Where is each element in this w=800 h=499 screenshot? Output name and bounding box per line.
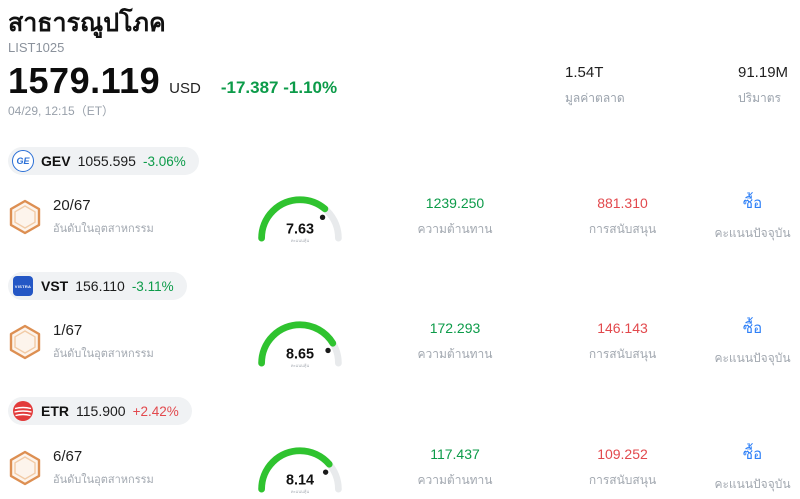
current-score-label: คะแนนปัจจุบัน — [714, 226, 791, 240]
stock-card: VISTRA VST 156.110 -3.11% 1/67 อันดับในอ… — [8, 272, 800, 371]
support-label: การสนับสนุน — [588, 473, 657, 487]
ticker-pill-etr[interactable]: ETR 115.900 +2.42% — [8, 397, 192, 425]
ticker-symbol: ETR — [41, 403, 69, 419]
score-label: คะแนนหุ้น — [291, 238, 310, 244]
vistra-logo-icon: VISTRA — [12, 275, 34, 297]
resistance-label: ความต้านทาน — [417, 347, 493, 361]
volume-label: ปริมาตร — [738, 91, 781, 105]
stock-card-content: 6/67 อันดับในอุตสาหกรรม 8.14 คะแนนหุ้น 1… — [8, 439, 800, 497]
buy-signal[interactable]: ซื้อ — [742, 320, 763, 337]
page-title: สาธารณูปโภค — [8, 9, 166, 37]
stock-card: GE GEV 1055.595 -3.06% 20/67 อันดับในอุต… — [8, 147, 800, 246]
header: สาธารณูปโภค LIST1025 1579.119 USD -17.38… — [0, 0, 800, 119]
index-price: 1579.119 — [8, 60, 161, 101]
market-cap-value: 1.54T — [565, 64, 604, 81]
resistance-label: ความต้านทาน — [417, 473, 493, 487]
score-value: 8.65 — [286, 346, 314, 362]
industry-rank-label: อันดับในอุตสาหกรรม — [53, 474, 154, 486]
score-gauge: 7.63 คะแนนหุ้น — [230, 188, 370, 246]
current-score-label: คะแนนปัจจุบัน — [714, 351, 791, 365]
score-gauge: 8.14 คะแนนหุ้น — [230, 439, 370, 497]
support-label: การสนับสนุน — [588, 222, 657, 236]
stat-volume: 91.19M ปริมาตร — [738, 64, 788, 108]
current-score-label: คะแนนปัจจุบัน — [714, 477, 791, 491]
market-cap-label: มูลค่าตลาด — [565, 91, 625, 105]
rank-badge-icon — [8, 324, 42, 360]
volume-value: 91.19M — [738, 64, 789, 81]
score-label: คะแนนหุ้น — [291, 489, 310, 495]
score-value: 7.63 — [286, 221, 314, 237]
industry-rank-value: 1/67 — [53, 322, 83, 339]
ticker-pill-gev[interactable]: GE GEV 1055.595 -3.06% — [8, 147, 199, 175]
rank-badge-icon — [8, 450, 42, 486]
resistance-label: ความต้านทาน — [417, 222, 493, 236]
stock-change: +2.42% — [132, 403, 179, 419]
index-change: -17.387 -1.10% — [220, 78, 338, 97]
stock-card: ETR 115.900 +2.42% 6/67 อันดับในอุตสาหกร… — [8, 397, 800, 497]
ticker-symbol: VST — [41, 278, 69, 294]
resistance-value: 117.437 — [430, 446, 480, 462]
support-value: 146.143 — [597, 320, 648, 336]
score-gauge: 8.65 คะแนนหุ้น — [230, 313, 370, 371]
quote-datetime: 04/29, 12:15（ET） — [8, 104, 115, 118]
stock-price: 156.110 — [75, 278, 125, 294]
industry-rank-label: อันดับในอุตสาหกรรม — [53, 348, 154, 360]
industry-rank-value: 6/67 — [53, 448, 83, 465]
stock-card-content: 20/67 อันดับในอุตสาหกรรม 7.63 คะแนนหุ้น … — [8, 188, 800, 246]
buy-signal[interactable]: ซื้อ — [742, 195, 763, 212]
support-label: การสนับสนุน — [588, 347, 657, 361]
ticker-symbol: GEV — [41, 153, 71, 169]
stock-card-content: 1/67 อันดับในอุตสาหกรรม 8.65 คะแนนหุ้น 1… — [8, 313, 800, 371]
index-price-row: 1579.119 USD -17.387 -1.10% — [8, 60, 800, 102]
buy-signal[interactable]: ซื้อ — [742, 446, 763, 463]
ge-logo-icon: GE — [12, 150, 34, 172]
entergy-logo-icon — [12, 400, 34, 422]
currency-label: USD — [169, 80, 201, 97]
resistance-value: 1239.250 — [425, 195, 485, 211]
support-value: 109.252 — [597, 446, 648, 462]
resistance-value: 172.293 — [429, 320, 481, 336]
industry-rank-label: อันดับในอุตสาหกรรม — [53, 223, 154, 235]
stock-price: 1055.595 — [77, 153, 136, 169]
ticker-pill-vst[interactable]: VISTRA VST 156.110 -3.11% — [8, 272, 187, 300]
industry-rank-value: 20/67 — [53, 197, 91, 214]
score-value: 8.14 — [286, 472, 314, 488]
stat-market-cap: 1.54T มูลค่าตลาด — [565, 64, 625, 108]
stock-change: -3.06% — [142, 153, 186, 169]
list-id: LIST1025 — [8, 40, 65, 55]
rank-badge-icon — [8, 199, 42, 235]
stock-change: -3.11% — [131, 278, 174, 294]
score-label: คะแนนหุ้น — [291, 363, 310, 369]
stock-price: 115.900 — [76, 403, 126, 419]
support-value: 881.310 — [597, 195, 648, 211]
